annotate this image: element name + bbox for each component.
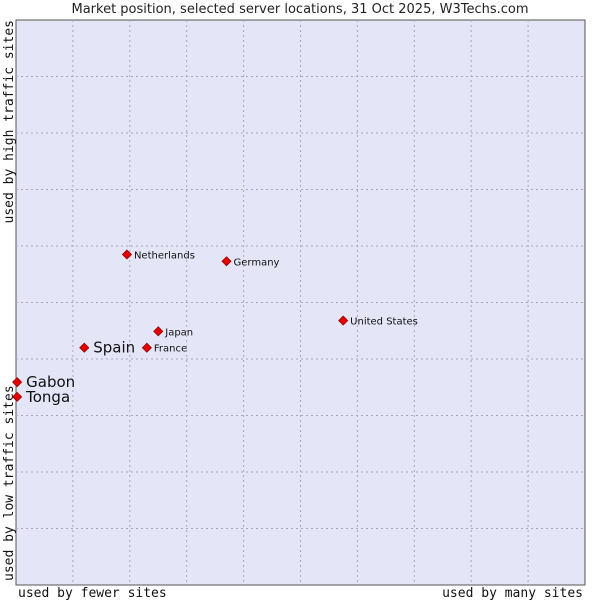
point-label: Tonga bbox=[25, 388, 70, 406]
x-axis-label-right: used by many sites bbox=[442, 586, 583, 600]
point-label: Germany bbox=[234, 257, 280, 268]
data-point-france: France bbox=[141, 342, 187, 355]
point-marker bbox=[79, 342, 90, 353]
point-label: Gabon bbox=[26, 373, 75, 391]
point-label: Japan bbox=[164, 327, 193, 338]
x-axis-label-left: used by fewer sites bbox=[18, 586, 167, 600]
data-point-netherlands: Netherlands bbox=[121, 249, 195, 261]
data-point-tonga: Tonga bbox=[12, 388, 70, 406]
data-point-germany: Germany bbox=[221, 256, 280, 268]
point-label: United States bbox=[350, 317, 418, 328]
grid-lines bbox=[16, 20, 585, 585]
point-marker bbox=[141, 342, 152, 353]
y-axis-label-top: used by high traffic sites bbox=[2, 20, 17, 224]
data-point-gabon: Gabon bbox=[12, 373, 75, 391]
point-label: Spain bbox=[93, 339, 135, 357]
chart-title: Market position, selected server locatio… bbox=[71, 2, 529, 17]
data-point-japan: Japan bbox=[153, 326, 193, 338]
point-marker bbox=[12, 391, 23, 402]
y-axis-label-bottom: used by low traffic sites bbox=[2, 385, 17, 581]
data-points: Netherlands Germany United States Japan Fran… bbox=[12, 249, 418, 406]
point-marker bbox=[338, 315, 349, 326]
point-marker bbox=[153, 326, 164, 337]
point-label: Netherlands bbox=[134, 250, 195, 261]
point-marker bbox=[12, 377, 23, 388]
data-point-spain: Spain bbox=[79, 339, 135, 357]
data-point-united-states: United States bbox=[338, 315, 418, 328]
point-label: France bbox=[154, 344, 187, 355]
point-marker bbox=[121, 249, 133, 260]
point-marker bbox=[221, 256, 232, 267]
